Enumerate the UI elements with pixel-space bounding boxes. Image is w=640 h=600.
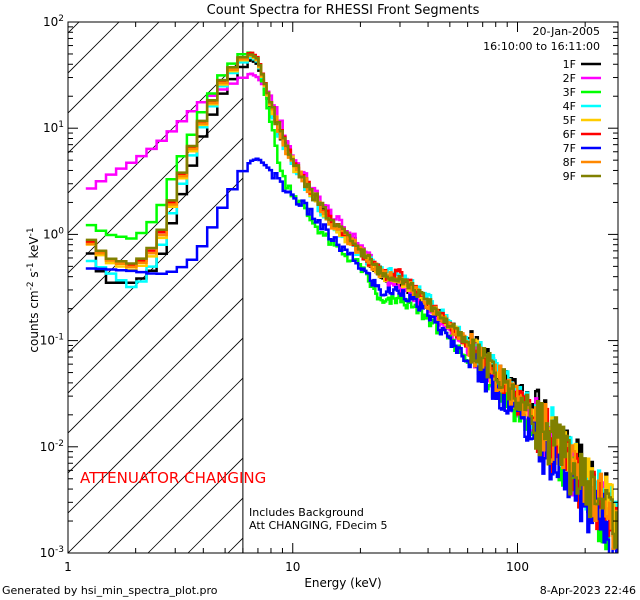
- legend-label-6F: 6F: [563, 128, 576, 141]
- y-tick-label: 10-2: [40, 439, 64, 454]
- date-label: 20-Jan-2005: [533, 25, 601, 38]
- x-tick-label: 1: [64, 560, 72, 574]
- note-attenuator-decimation: Att CHANGING, FDecim 5: [249, 519, 388, 532]
- hatch-line: [68, 337, 243, 514]
- footer-generator: Generated by hsi_min_spectra_plot.pro: [2, 584, 218, 597]
- series-line-6F: [85, 51, 618, 542]
- series-group: [85, 51, 618, 553]
- hatch-line: [68, 137, 243, 314]
- legend-label-1F: 1F: [563, 58, 576, 71]
- y-tick-label: 100: [43, 226, 64, 241]
- hatch-line: [68, 22, 240, 194]
- hatch-line: [68, 22, 200, 154]
- legend-label-4F: 4F: [563, 100, 576, 113]
- hatch-line: [68, 377, 243, 553]
- legend-label-2F: 2F: [563, 72, 576, 85]
- legend-label-9F: 9F: [563, 170, 576, 183]
- series-line-2F: [85, 72, 618, 536]
- time-range-label: 16:10:00 to 16:11:00: [483, 40, 600, 53]
- x-tick-label: 10: [285, 560, 300, 574]
- series-line-7F: [85, 157, 618, 553]
- axis-ticks: 1 10 100 10-3 10-2 10-1 100 101 102: [40, 14, 618, 574]
- legend-label-3F: 3F: [563, 86, 576, 99]
- hatch-line: [68, 22, 120, 74]
- hatch-line: [68, 22, 160, 114]
- series-line-9F: [85, 53, 618, 549]
- legend-label-5F: 5F: [563, 114, 576, 127]
- y-tick-label: 10-3: [40, 545, 64, 560]
- attenuator-changing-label: ATTENUATOR CHANGING: [80, 469, 266, 487]
- hatch-line: [68, 177, 243, 354]
- y-tick-label: 10-1: [40, 333, 64, 348]
- y-tick-label: 101: [43, 120, 64, 135]
- y-axis-label: counts cm-2 s-1 keV-1: [26, 227, 41, 352]
- hatched-below-threshold-region: [68, 22, 243, 553]
- chart-title: Count Spectra for RHESSI Front Segments: [207, 3, 480, 18]
- x-tick-label: 100: [506, 560, 529, 574]
- y-tick-label: 102: [43, 14, 64, 29]
- hatch-line: [68, 297, 243, 474]
- hatch-line: [107, 417, 243, 553]
- hatch-line: [68, 217, 243, 394]
- plot-frame: [67, 21, 619, 554]
- legend-label-7F: 7F: [563, 142, 576, 155]
- x-axis-label: Energy (keV): [304, 576, 381, 590]
- footer-timestamp: 8-Apr-2023 22:46: [540, 584, 636, 597]
- legend-label-8F: 8F: [563, 156, 576, 169]
- note-includes-background: Includes Background: [249, 506, 364, 519]
